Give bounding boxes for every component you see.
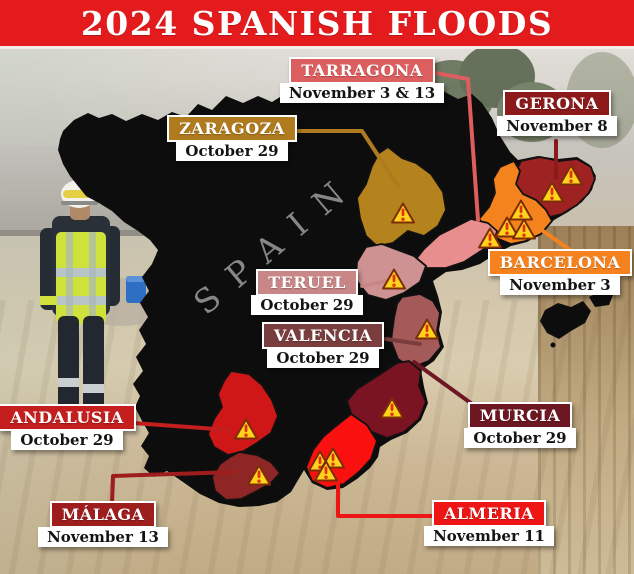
region-name: VALENCIA [261, 322, 385, 349]
label-barcelona: BARCELONA November 3 [487, 249, 633, 295]
region-date: November 8 [497, 116, 617, 136]
label-zaragoza: ZARAGOZA October 29 [167, 115, 297, 161]
region-date: November 3 [500, 275, 620, 295]
region-date: November 3 & 13 [279, 83, 445, 103]
region-name: GERONA [503, 90, 611, 117]
region-name: ANDALUSIA [0, 404, 136, 431]
region-name: TERUEL [256, 269, 358, 296]
region-name: ALMERIA [431, 500, 547, 527]
connector-valencia [384, 337, 422, 346]
label-valencia: VALENCIA October 29 [258, 322, 388, 368]
label-almeria: ALMERIA November 11 [424, 500, 554, 546]
connector-barcelona [541, 229, 575, 254]
region-date: October 29 [267, 348, 379, 368]
region-valencia [390, 293, 442, 369]
region-date: November 11 [424, 526, 554, 546]
connector-almeria [336, 476, 440, 518]
label-andalusia: ANDALUSIA October 29 [0, 404, 136, 450]
region-date: October 29 [464, 428, 576, 448]
blue-barrel [126, 276, 146, 303]
label-tarragona: TARRAGONA November 3 & 13 [277, 57, 447, 103]
region-date: October 29 [11, 430, 123, 450]
region-date: November 13 [38, 527, 168, 547]
connector-teruel [360, 279, 390, 288]
region-zaragoza [356, 146, 447, 247]
label-malaga: MÁLAGA November 13 [38, 501, 168, 547]
balearic-islands [540, 291, 613, 348]
title-banner: 2024 SPANISH FLOODS [0, 0, 634, 49]
connector-murcia [412, 360, 481, 411]
blue-barrel-lid [126, 276, 146, 282]
region-name: BARCELONA [487, 249, 633, 276]
connector-zaragoza [280, 129, 400, 188]
connector-malaga [110, 470, 237, 506]
region-name: MÁLAGA [49, 501, 157, 528]
label-murcia: MURCIA October 29 [464, 402, 576, 448]
label-teruel: TERUEL October 29 [248, 269, 366, 315]
region-name: ZARAGOZA [167, 115, 297, 142]
region-name: MURCIA [467, 402, 573, 429]
region-date: October 29 [251, 295, 363, 315]
connector-andalusia [131, 421, 232, 432]
region-malaga [211, 451, 281, 501]
region-name: TARRAGONA [289, 57, 435, 84]
region-date: October 29 [176, 141, 288, 161]
connector-tarragona [428, 70, 480, 222]
page-title: 2024 SPANISH FLOODS [80, 3, 554, 43]
label-gerona: GERONA November 8 [494, 90, 620, 136]
